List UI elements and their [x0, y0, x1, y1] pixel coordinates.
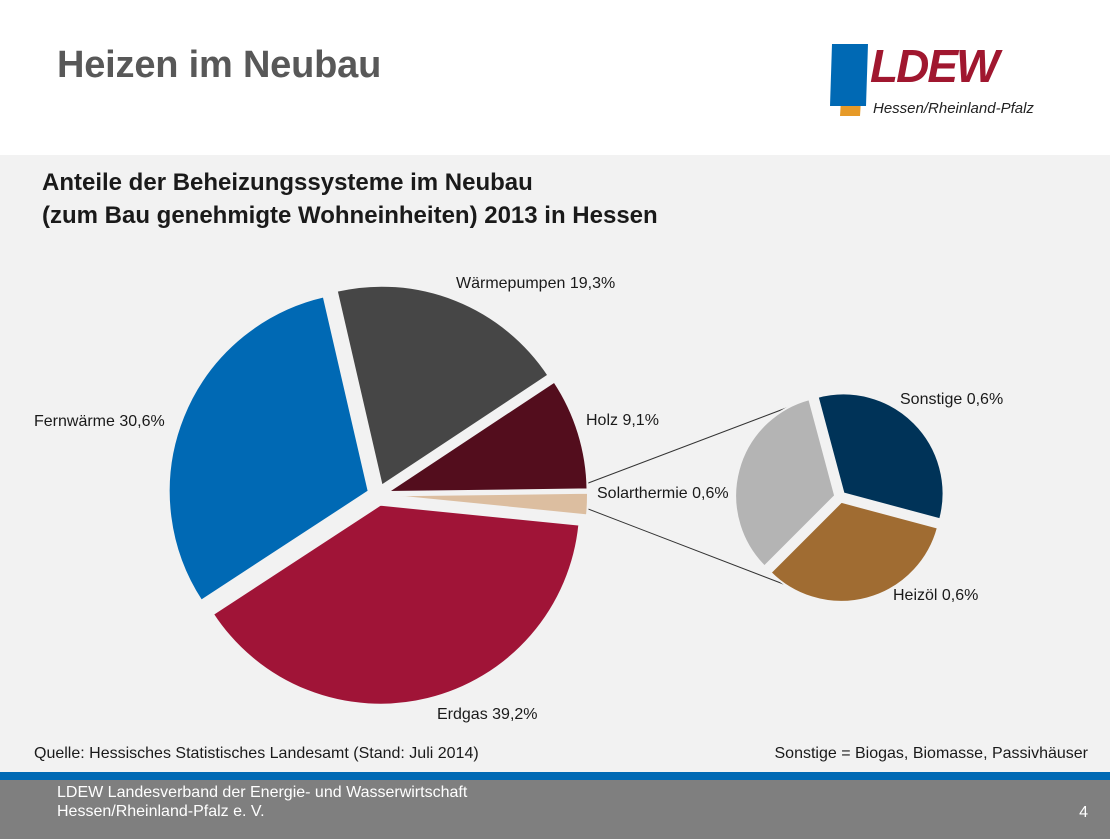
logo-name: LDEW	[870, 40, 999, 92]
connector-line-top	[582, 401, 803, 486]
label-heizoel: Heizöl 0,6%	[893, 587, 979, 604]
footer-accent-bar	[0, 772, 1110, 780]
slice-heizoel	[769, 500, 940, 603]
footer-org-line-1: LDEW Landesverband der Energie- und Wass…	[57, 784, 468, 801]
chart-title-line-2: (zum Bau genehmigte Wohneinheiten) 2013 …	[42, 202, 658, 229]
chart-title: Anteile der Beheizungssysteme im Neubau …	[42, 166, 658, 232]
label-erdgas: Erdgas 39,2%	[437, 706, 538, 723]
page-number: 4	[1079, 804, 1088, 821]
chart-title-line-1: Anteile der Beheizungssysteme im Neubau	[42, 169, 533, 196]
footer-organization: LDEW Landesverband der Energie- und Wass…	[57, 783, 467, 821]
slice-fernwaerme	[167, 295, 370, 603]
label-solarthermie: Solarthermie 0,6%	[597, 485, 729, 502]
slice-erdgas	[211, 503, 581, 706]
slice-rest-solarthermie	[387, 491, 589, 517]
label-fernwaerme: Fernwärme 30,6%	[34, 413, 165, 430]
label-waermepumpen: Wärmepumpen 19,3%	[456, 275, 616, 292]
slide-header: Heizen im Neubau LDEW Hessen/Rheinland-P…	[0, 0, 1110, 155]
pie-of-pie-chart	[167, 284, 945, 706]
chart-area: Anteile der Beheizungssysteme im Neubau …	[0, 155, 1110, 772]
logo-subtitle: Hessen/Rheinland-Pfalz	[873, 100, 1034, 117]
ldew-logo-mark-icon	[830, 44, 868, 116]
footer-org-line-2: Hessen/Rheinland-Pfalz e. V.	[57, 803, 265, 820]
label-sonstige: Sonstige 0,6%	[900, 391, 1004, 408]
slice-waermepumpen	[335, 284, 550, 488]
slice-solarthermie	[734, 397, 837, 568]
ldew-logo: LDEW Hessen/Rheinland-Pfalz	[826, 40, 1046, 120]
slice-holz	[384, 380, 589, 494]
source-note: Quelle: Hessisches Statistisches Landesa…	[34, 745, 479, 762]
sonstige-legend-note: Sonstige = Biogas, Biomasse, Passivhäuse…	[774, 745, 1089, 762]
connector-line-bottom	[582, 506, 813, 596]
logo-blue-bar	[830, 44, 868, 106]
page-title: Heizen im Neubau	[57, 44, 382, 86]
slice-sonstige	[816, 392, 945, 521]
label-holz: Holz 9,1%	[586, 412, 659, 429]
slide-footer: LDEW Landesverband der Energie- und Wass…	[0, 780, 1110, 839]
